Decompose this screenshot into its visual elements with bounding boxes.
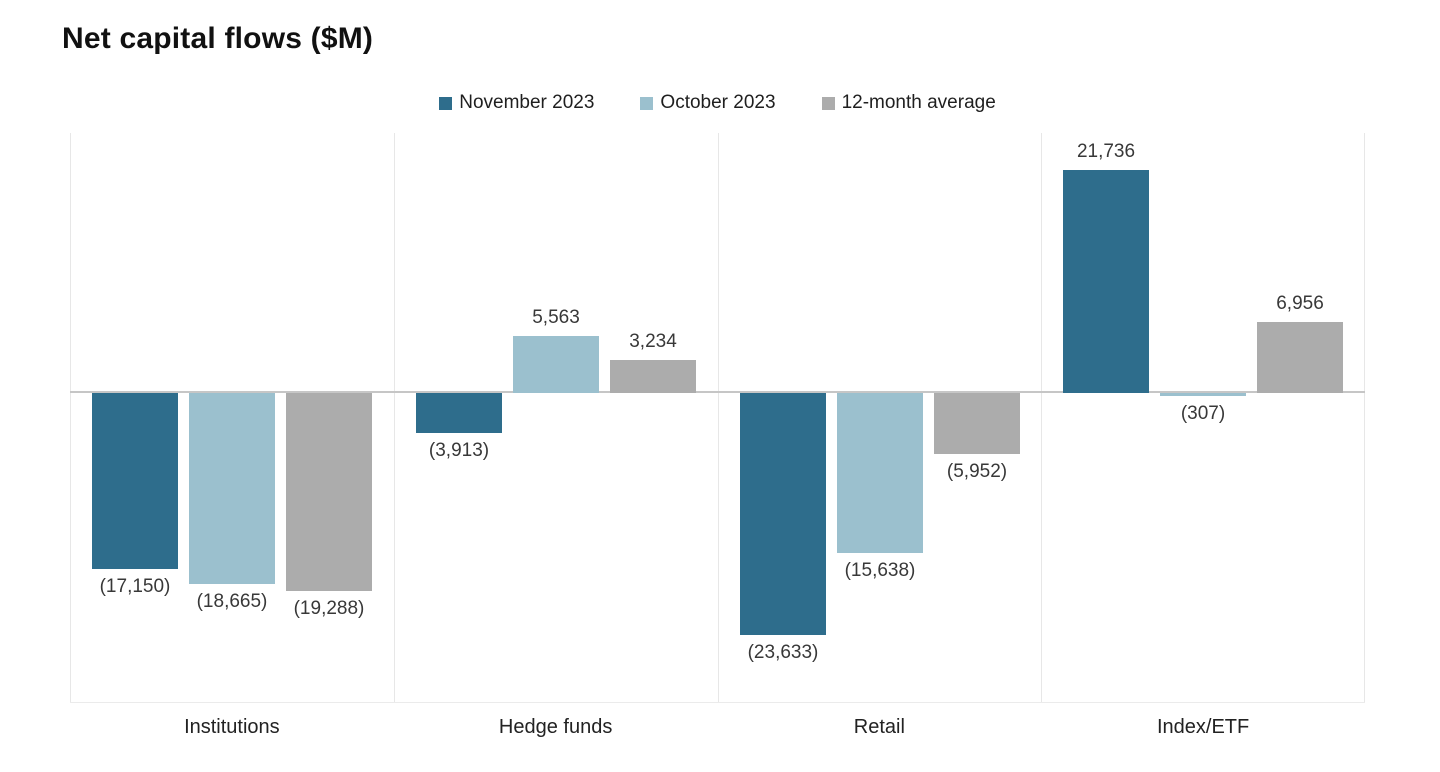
bar-value-label: 3,234 [629,331,677,352]
category-label-retail: Retail [853,716,905,738]
bar-value-label: 6,956 [1276,293,1324,314]
bar-value-label: (19,288) [293,598,365,619]
bar-value-label: (23,633) [747,642,819,663]
bar-retail-november-2023 [740,393,826,635]
bar-institutions-october-2023 [189,393,275,584]
bar-index-etf-october-2023 [1160,393,1246,396]
vertical-gridline [70,133,71,702]
legend-swatch-icon [439,96,453,110]
vertical-gridline [394,133,395,702]
bar-value-label: 21,736 [1076,141,1136,162]
bar-value-label: (307) [1180,403,1226,424]
category-label-index-etf: Index/ETF [1156,716,1250,738]
legend-label: 12-month average [841,92,996,113]
bar-hedge-funds-november-2023 [416,393,502,433]
bar-institutions-12-month-average [286,393,372,591]
bar-retail-october-2023 [837,393,923,553]
bar-value-label: 5,563 [532,307,580,328]
zero-axis-line [70,391,1365,393]
bar-index-etf-12-month-average [1257,322,1343,393]
legend-swatch-icon [640,96,654,110]
bar-retail-12-month-average [934,393,1020,454]
bar-value-label: (3,913) [428,440,490,461]
category-label-hedge-funds: Hedge funds [498,716,613,738]
legend-label: November 2023 [459,92,595,113]
bar-value-label: (15,638) [844,560,916,581]
legend: November 2023 October 2023 12-month averag… [70,92,1365,114]
bar-value-label: (18,665) [196,591,268,612]
vertical-gridline [1364,133,1365,702]
legend-item-12-month-average: 12-month average [821,92,996,114]
category-axis: Institutions Hedge funds Retail Index/ETF [70,716,1365,739]
bar-hedge-funds-october-2023 [513,336,599,393]
vertical-gridline [718,133,719,702]
legend-swatch-icon [821,96,835,110]
plot-area: (17,150) (18,665) (19,288) (3,913) 5,563 3,23… [70,133,1365,703]
bar-value-label: (17,150) [99,576,171,597]
bar-value-label: (5,952) [946,461,1008,482]
legend-item-october-2023: October 2023 [640,92,776,114]
vertical-gridline [1041,133,1042,702]
legend-label: October 2023 [660,92,776,113]
legend-item-november-2023: November 2023 [439,92,594,114]
bar-institutions-november-2023 [92,393,178,569]
bar-index-etf-november-2023 [1063,170,1149,393]
bar-hedge-funds-12-month-average [610,360,696,393]
chart-title: Net capital flows ($M) [62,22,374,55]
category-label-institutions: Institutions [184,716,280,738]
